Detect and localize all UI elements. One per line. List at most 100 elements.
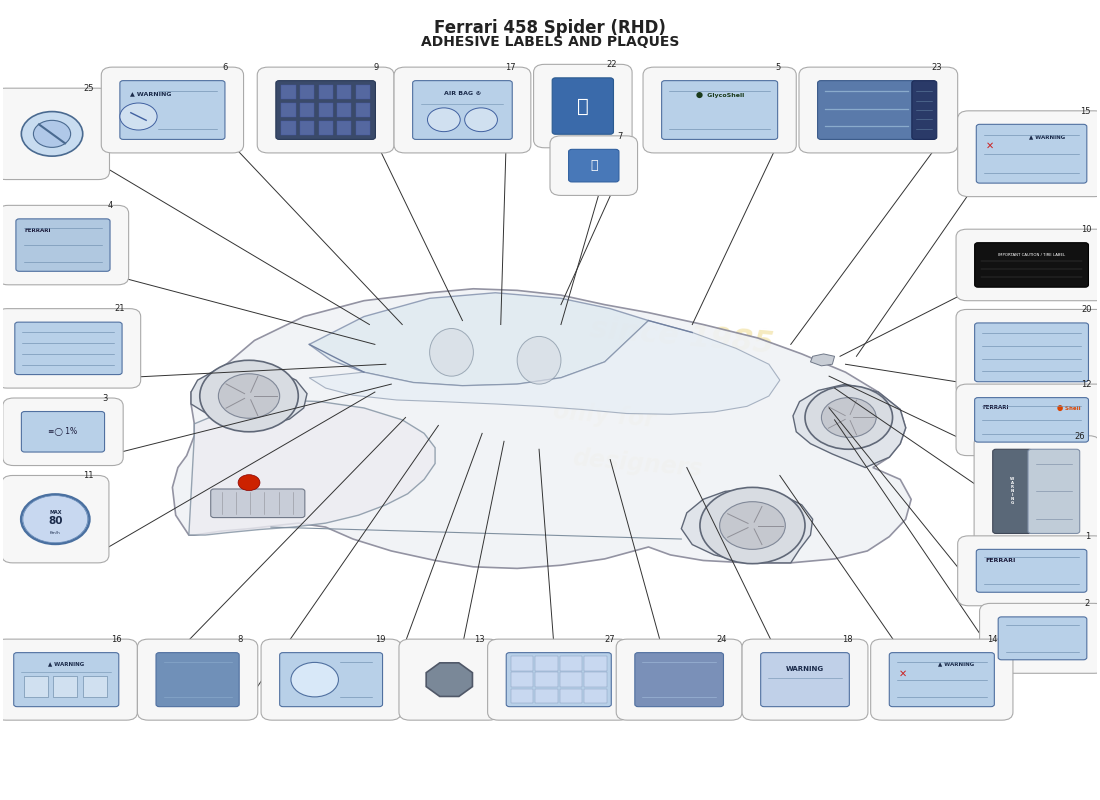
Text: ✕: ✕ [986, 141, 994, 150]
Bar [337, 85, 351, 99]
Text: only for: only for [552, 399, 657, 432]
FancyBboxPatch shape [211, 489, 305, 518]
FancyBboxPatch shape [257, 67, 394, 153]
Text: 5: 5 [776, 63, 781, 72]
Text: ⛽: ⛽ [578, 97, 588, 115]
Circle shape [219, 374, 279, 418]
FancyBboxPatch shape [1028, 450, 1080, 534]
Text: MAX: MAX [50, 510, 62, 515]
FancyBboxPatch shape [261, 639, 402, 720]
FancyBboxPatch shape [975, 242, 1089, 287]
Text: 6: 6 [223, 63, 228, 72]
Text: FERRARI: FERRARI [24, 228, 52, 234]
FancyBboxPatch shape [871, 639, 1013, 720]
FancyBboxPatch shape [635, 653, 724, 706]
Text: ▲ WARNING: ▲ WARNING [130, 91, 172, 96]
FancyBboxPatch shape [958, 111, 1100, 197]
FancyBboxPatch shape [956, 310, 1100, 395]
Bar [82, 676, 107, 697]
Bar [560, 656, 582, 670]
Text: 27: 27 [604, 635, 615, 644]
Text: W
A
R
N
I
N
G: W A R N I N G [1010, 478, 1014, 506]
Bar [300, 85, 315, 99]
Bar [319, 121, 333, 135]
FancyBboxPatch shape [3, 398, 123, 466]
FancyBboxPatch shape [817, 81, 916, 139]
FancyBboxPatch shape [644, 67, 796, 153]
Bar [355, 121, 370, 135]
Text: 12: 12 [1081, 380, 1091, 389]
FancyBboxPatch shape [998, 617, 1087, 660]
Polygon shape [811, 354, 835, 366]
FancyBboxPatch shape [975, 436, 1100, 547]
Text: since 1985: since 1985 [588, 314, 774, 359]
FancyBboxPatch shape [394, 67, 531, 153]
Text: WARNING: WARNING [785, 666, 824, 672]
Bar [300, 102, 315, 118]
FancyBboxPatch shape [616, 639, 743, 720]
Ellipse shape [517, 337, 561, 384]
Text: AIR BAG ®: AIR BAG ® [443, 91, 481, 96]
Text: 25: 25 [84, 84, 95, 93]
Text: 1: 1 [1085, 532, 1090, 541]
Text: FERRARI: FERRARI [982, 406, 1009, 410]
Polygon shape [189, 400, 436, 535]
Bar [282, 85, 296, 99]
Bar [282, 102, 296, 118]
FancyBboxPatch shape [487, 639, 630, 720]
Text: 14: 14 [987, 635, 998, 644]
Text: 7: 7 [617, 132, 623, 141]
Text: ≡◯ 1%: ≡◯ 1% [48, 427, 77, 436]
Circle shape [290, 662, 339, 697]
FancyBboxPatch shape [975, 323, 1089, 382]
Text: 13: 13 [474, 635, 484, 644]
Text: 11: 11 [84, 471, 94, 480]
FancyBboxPatch shape [552, 78, 614, 134]
Text: designers: designers [571, 446, 704, 482]
Text: 8: 8 [238, 635, 242, 644]
Circle shape [120, 103, 157, 130]
FancyBboxPatch shape [761, 653, 849, 706]
FancyBboxPatch shape [992, 450, 1032, 534]
Text: FERRARI: FERRARI [984, 558, 1015, 562]
Bar [584, 672, 607, 687]
Bar [584, 689, 607, 703]
FancyBboxPatch shape [412, 81, 513, 139]
FancyBboxPatch shape [0, 88, 110, 179]
FancyBboxPatch shape [156, 653, 239, 706]
Bar [536, 656, 558, 670]
FancyBboxPatch shape [799, 67, 958, 153]
Circle shape [23, 496, 88, 542]
Bar [337, 121, 351, 135]
Circle shape [238, 474, 260, 490]
Text: ▲ WARNING: ▲ WARNING [48, 662, 85, 666]
Text: 23: 23 [932, 63, 943, 72]
Bar [319, 85, 333, 99]
Bar [337, 102, 351, 118]
Polygon shape [309, 293, 649, 386]
FancyBboxPatch shape [0, 639, 138, 720]
FancyBboxPatch shape [0, 309, 141, 388]
Bar [300, 121, 315, 135]
Text: ⛽: ⛽ [590, 159, 597, 172]
FancyBboxPatch shape [506, 653, 612, 706]
FancyBboxPatch shape [276, 81, 375, 139]
FancyBboxPatch shape [534, 64, 632, 148]
FancyBboxPatch shape [742, 639, 868, 720]
Polygon shape [309, 321, 780, 414]
FancyBboxPatch shape [2, 475, 109, 563]
Bar [355, 102, 370, 118]
FancyBboxPatch shape [279, 653, 383, 706]
FancyBboxPatch shape [120, 81, 224, 139]
Circle shape [822, 398, 876, 438]
Polygon shape [681, 489, 813, 563]
Text: 80: 80 [48, 516, 63, 526]
Text: 26: 26 [1074, 431, 1085, 441]
Bar [584, 656, 607, 670]
FancyBboxPatch shape [550, 136, 638, 195]
FancyBboxPatch shape [956, 229, 1100, 301]
Text: 3: 3 [102, 394, 108, 402]
FancyBboxPatch shape [399, 639, 499, 720]
Text: Km/h: Km/h [50, 531, 60, 535]
Text: ▲ WARNING: ▲ WARNING [938, 662, 975, 666]
